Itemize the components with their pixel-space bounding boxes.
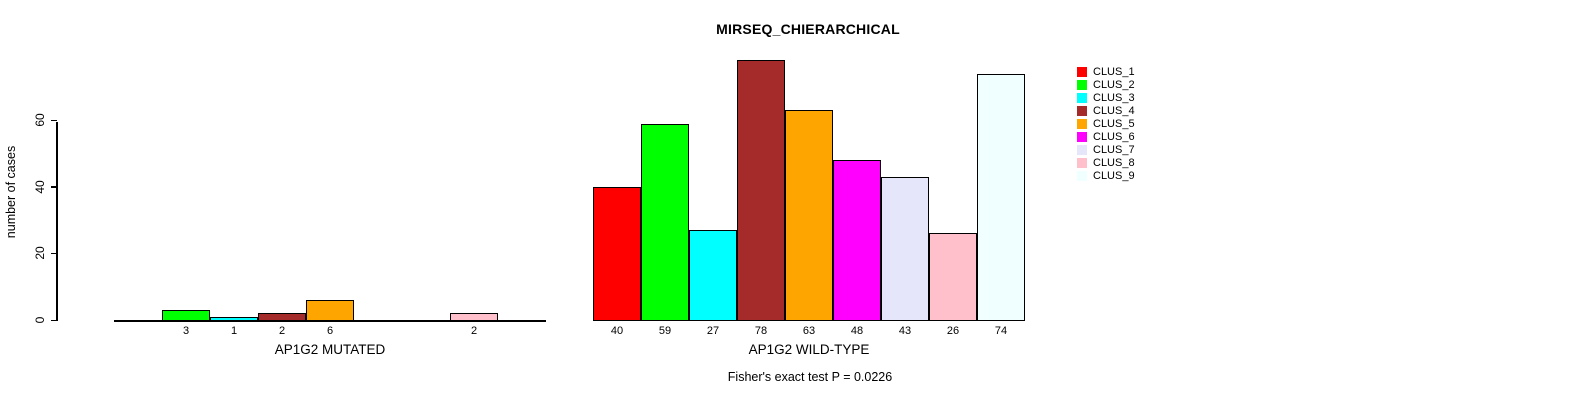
chart-title: MIRSEQ_CHIERARCHICAL bbox=[716, 21, 900, 37]
legend-label: CLUS_2 bbox=[1093, 79, 1135, 91]
y-tick-mark bbox=[51, 252, 57, 255]
bar-clus_4 bbox=[737, 60, 785, 321]
bar-clus_5 bbox=[306, 300, 354, 321]
legend-swatch-icon bbox=[1077, 119, 1087, 129]
bar-value-label: 2 bbox=[470, 325, 478, 337]
legend-label: CLUS_7 bbox=[1093, 144, 1135, 156]
legend-label: CLUS_1 bbox=[1093, 66, 1135, 78]
legend-swatch-icon bbox=[1077, 132, 1087, 142]
bar-value-label: 59 bbox=[658, 325, 672, 337]
legend-label: CLUS_9 bbox=[1093, 170, 1135, 182]
legend-label: CLUS_6 bbox=[1093, 131, 1135, 143]
y-axis-label: number of cases bbox=[4, 145, 18, 239]
group-label-wildtype: AP1G2 WILD-TYPE bbox=[748, 342, 870, 357]
y-tick-label: 20 bbox=[33, 246, 47, 261]
legend-swatch-icon bbox=[1077, 158, 1087, 168]
bar-value-label: 48 bbox=[850, 325, 864, 337]
y-tick-mark bbox=[51, 119, 57, 122]
bar-clus_8 bbox=[450, 313, 498, 321]
bar-value-label: 1 bbox=[230, 325, 238, 337]
bar-value-label: 26 bbox=[946, 325, 960, 337]
bar-value-label: 43 bbox=[898, 325, 912, 337]
legend-swatch-icon bbox=[1077, 106, 1087, 116]
legend-label: CLUS_3 bbox=[1093, 92, 1135, 104]
y-tick-mark bbox=[51, 186, 57, 188]
bar-clus_5 bbox=[785, 110, 833, 321]
bar-clus_6 bbox=[833, 160, 881, 321]
bar-clus_1 bbox=[593, 187, 641, 321]
legend-swatch-icon bbox=[1077, 93, 1087, 103]
y-tick-mark bbox=[51, 319, 57, 321]
group-label-mutated: AP1G2 MUTATED bbox=[274, 342, 386, 357]
bar-clus_7 bbox=[881, 177, 929, 321]
bar-value-label: 78 bbox=[754, 325, 768, 337]
bar-clus_2 bbox=[162, 310, 210, 321]
legend-swatch-icon bbox=[1077, 145, 1087, 155]
legend-swatch-icon bbox=[1077, 80, 1087, 90]
bar-value-label: 63 bbox=[802, 325, 816, 337]
bar-value-label: 27 bbox=[706, 325, 720, 337]
legend-label: CLUS_4 bbox=[1093, 105, 1135, 117]
y-axis-line bbox=[56, 122, 58, 321]
bar-clus_2 bbox=[641, 124, 689, 321]
bar-clus_3 bbox=[689, 230, 737, 321]
legend-swatch-icon bbox=[1077, 67, 1087, 77]
y-tick-label: 0 bbox=[33, 316, 47, 324]
legend-label: CLUS_8 bbox=[1093, 157, 1135, 169]
bar-value-label: 74 bbox=[994, 325, 1008, 337]
bar-clus_4 bbox=[258, 313, 306, 321]
bar-value-label: 6 bbox=[326, 325, 334, 337]
y-tick-label: 60 bbox=[33, 113, 47, 127]
bar-value-label: 2 bbox=[278, 325, 286, 337]
bar-clus_8 bbox=[929, 233, 977, 321]
bar-clus_9 bbox=[977, 74, 1025, 321]
bar-value-label: 3 bbox=[182, 325, 190, 337]
bar-clus_3 bbox=[210, 317, 258, 321]
legend-label: CLUS_5 bbox=[1093, 118, 1135, 130]
fisher-test-annotation: Fisher's exact test P = 0.0226 bbox=[727, 370, 893, 384]
legend-swatch-icon bbox=[1077, 171, 1087, 181]
y-tick-label: 40 bbox=[33, 180, 47, 194]
bar-value-label: 40 bbox=[610, 325, 624, 337]
